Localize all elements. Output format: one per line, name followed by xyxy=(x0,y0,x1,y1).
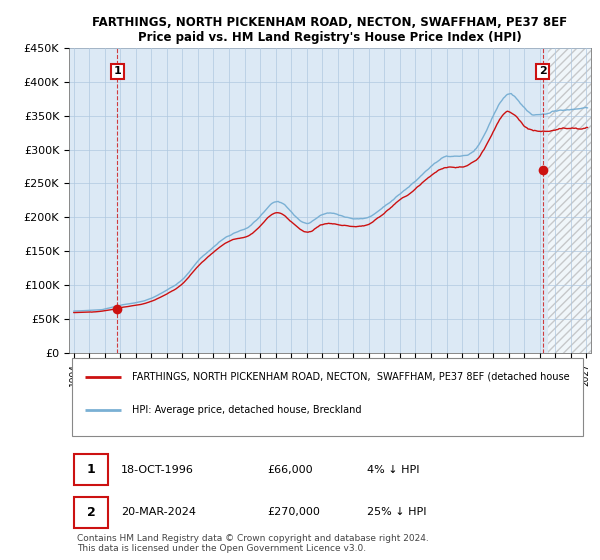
Text: 1: 1 xyxy=(87,463,95,476)
Text: £66,000: £66,000 xyxy=(268,465,313,474)
Text: £270,000: £270,000 xyxy=(268,507,320,517)
Text: 2: 2 xyxy=(539,67,547,76)
Text: 20-MAR-2024: 20-MAR-2024 xyxy=(121,507,196,517)
Text: HPI: Average price, detached house, Breckland: HPI: Average price, detached house, Brec… xyxy=(131,405,361,416)
Text: 4% ↓ HPI: 4% ↓ HPI xyxy=(367,465,419,474)
Title: FARTHINGS, NORTH PICKENHAM ROAD, NECTON, SWAFFHAM, PE37 8EF
Price paid vs. HM La: FARTHINGS, NORTH PICKENHAM ROAD, NECTON,… xyxy=(92,16,568,44)
FancyBboxPatch shape xyxy=(71,358,583,436)
Text: 25% ↓ HPI: 25% ↓ HPI xyxy=(367,507,426,517)
Bar xyxy=(548,48,591,353)
Text: 18-OCT-1996: 18-OCT-1996 xyxy=(121,465,194,474)
Text: FARTHINGS, NORTH PICKENHAM ROAD, NECTON,  SWAFFHAM, PE37 8EF (detached house: FARTHINGS, NORTH PICKENHAM ROAD, NECTON,… xyxy=(131,372,569,382)
Text: 1: 1 xyxy=(113,67,121,76)
Text: Contains HM Land Registry data © Crown copyright and database right 2024.
This d: Contains HM Land Registry data © Crown c… xyxy=(77,534,428,553)
FancyBboxPatch shape xyxy=(74,497,108,528)
FancyBboxPatch shape xyxy=(74,454,108,485)
Text: 2: 2 xyxy=(87,506,95,519)
